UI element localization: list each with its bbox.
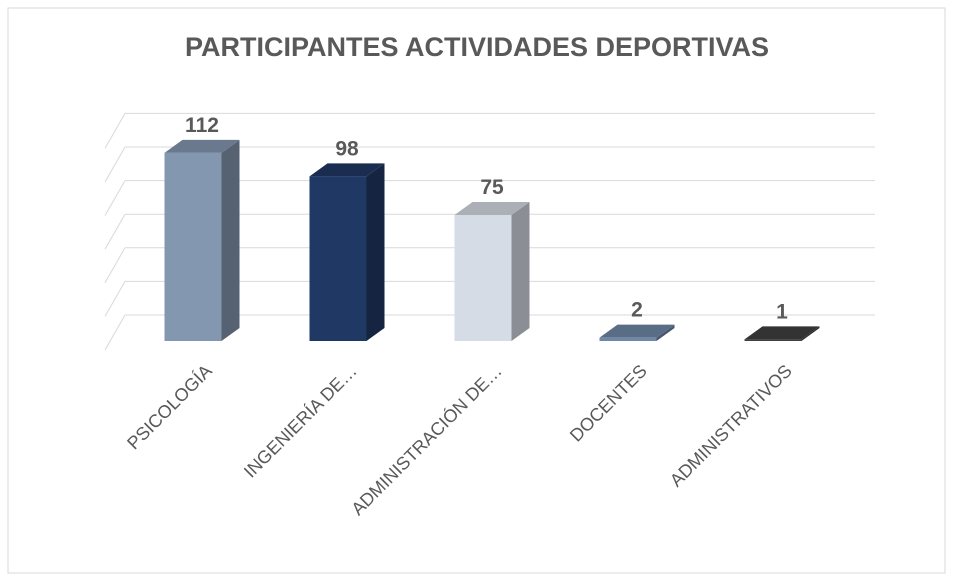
grid-line — [104, 180, 126, 216]
bar-top — [309, 163, 385, 177]
value-label: 98 — [335, 137, 359, 160]
bar — [454, 215, 512, 341]
bar-side — [221, 139, 240, 341]
bar-top — [744, 326, 820, 340]
bar-top — [454, 202, 530, 215]
bar — [744, 339, 802, 341]
bar — [599, 337, 657, 341]
value-label: 2 — [631, 299, 643, 322]
grid-line — [104, 281, 126, 317]
value-label: 75 — [480, 176, 504, 199]
bar-top — [164, 139, 240, 153]
bar-side — [511, 202, 530, 341]
bar-side — [656, 324, 675, 341]
chart-title: PARTICIPANTES ACTIVIDADES DEPORTIVAS — [185, 32, 769, 62]
value-label: 1 — [776, 300, 788, 323]
bar — [164, 152, 222, 341]
value-label: 112 — [185, 114, 219, 137]
grid-line — [104, 146, 126, 183]
bar-side — [801, 326, 820, 341]
bar-top — [599, 324, 675, 338]
grid-line — [104, 247, 126, 284]
grid-line — [104, 113, 126, 149]
bar — [309, 176, 367, 341]
grid-line — [104, 314, 126, 351]
grid-line — [104, 213, 126, 250]
bar-side — [366, 163, 385, 341]
